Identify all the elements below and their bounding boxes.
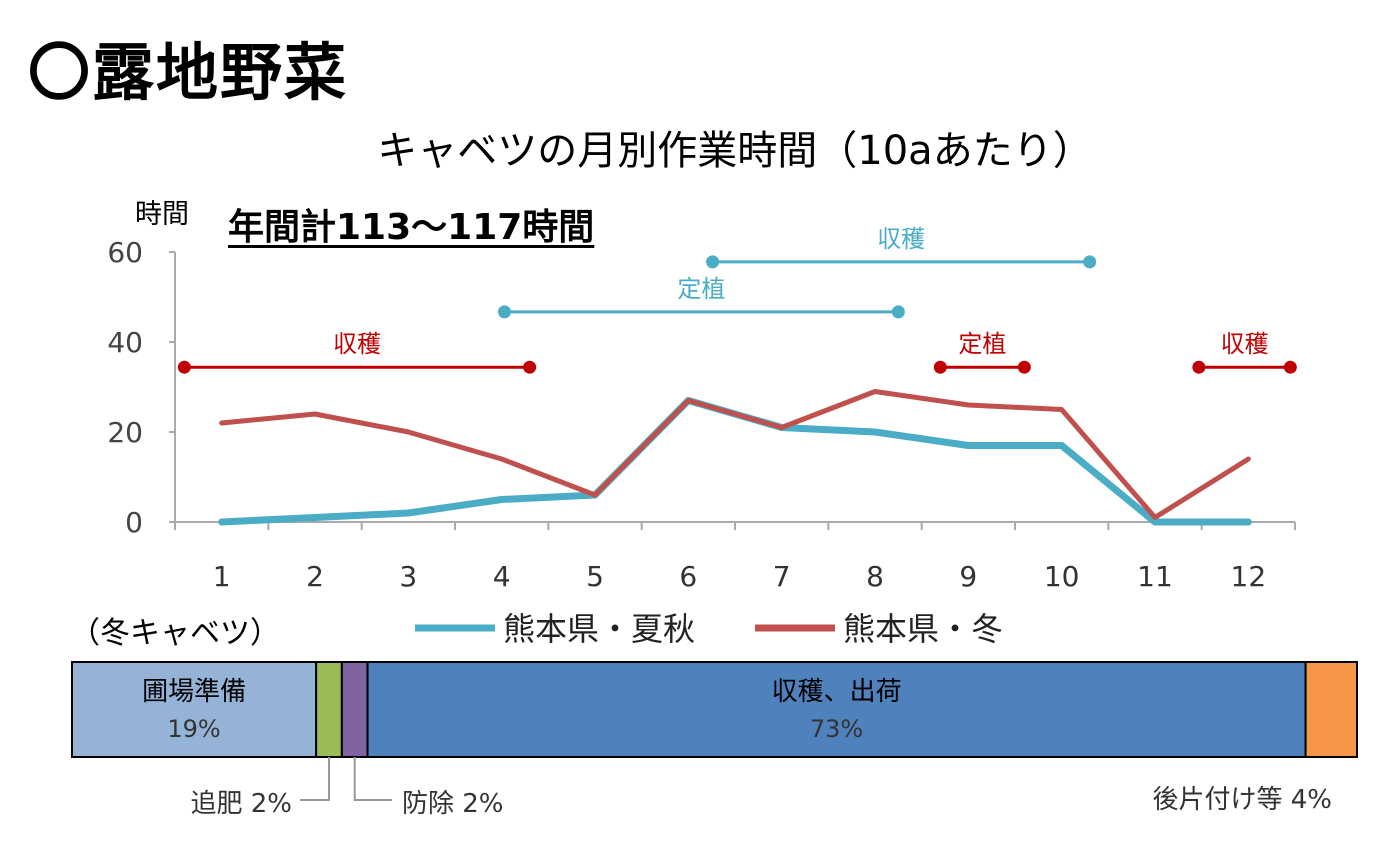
period-start-dot: [177, 360, 191, 374]
segment-percent: 73%: [810, 715, 863, 743]
period-end-dot: [1017, 360, 1031, 374]
callout-label: 後片付け等 4%: [1152, 785, 1332, 815]
y-tick-label: 60: [107, 236, 143, 269]
callout-label: 防除 2%: [402, 789, 504, 819]
callout-line: [353, 757, 392, 801]
x-tick-label: 1: [213, 560, 231, 593]
y-axis-label: 時間: [135, 199, 189, 230]
x-tick-label: 8: [866, 560, 884, 593]
stacked-segment: [1304, 661, 1358, 758]
y-tick-label: 0: [125, 506, 143, 539]
x-tick-label: 4: [493, 560, 511, 593]
legend-label: 熊本県・冬: [843, 610, 1003, 648]
callout-label: 追肥 2%: [190, 789, 292, 819]
period-start-dot: [1192, 360, 1206, 374]
period-label: 定植: [958, 330, 1006, 358]
series-line-summer-autumn: [218, 397, 1252, 526]
stacked-segment: [315, 661, 343, 758]
segment-percent: 19%: [167, 715, 220, 743]
period-end-dot: [1283, 360, 1297, 374]
period-start-dot: [933, 360, 947, 374]
period-label: 定植: [677, 275, 725, 303]
chart-title: キャベツの月別作業時間（10aあたり）: [377, 128, 1093, 174]
period-end-dot: [523, 360, 537, 374]
x-tick-label: 3: [399, 560, 417, 593]
series-line-winter: [219, 389, 1251, 520]
period-start-dot: [497, 305, 511, 319]
period-label: 収穫: [877, 225, 925, 253]
x-tick-label: 7: [773, 560, 791, 593]
page-heading: 〇露地野菜: [28, 36, 349, 109]
period-label: 収穫: [1221, 330, 1269, 358]
x-tick-label: 6: [679, 560, 697, 593]
x-tick-label: 2: [306, 560, 324, 593]
x-tick-label: 9: [959, 560, 977, 593]
x-tick-label: 5: [586, 560, 604, 593]
segment-label: 圃場準備: [142, 677, 246, 707]
segment-label: 収穫、出荷: [772, 677, 902, 707]
period-end-dot: [891, 305, 905, 319]
period-start-dot: [706, 255, 720, 269]
period-end-dot: [1083, 255, 1097, 269]
x-tick-label: 11: [1137, 560, 1173, 593]
callout-line: [300, 757, 330, 801]
annual-total-annotation: 年間計113～117時間: [228, 207, 595, 248]
stacked-segment: [340, 661, 369, 758]
y-tick-label: 20: [107, 416, 143, 449]
stacked-segment: [366, 661, 1307, 758]
period-label: 収穫: [333, 330, 381, 358]
legend-label: 熊本県・夏秋: [503, 610, 695, 648]
x-tick-label: 10: [1044, 560, 1080, 593]
subheading: （冬キャベツ）: [70, 616, 280, 651]
y-tick-label: 40: [107, 326, 143, 359]
x-tick-label: 12: [1231, 560, 1267, 593]
